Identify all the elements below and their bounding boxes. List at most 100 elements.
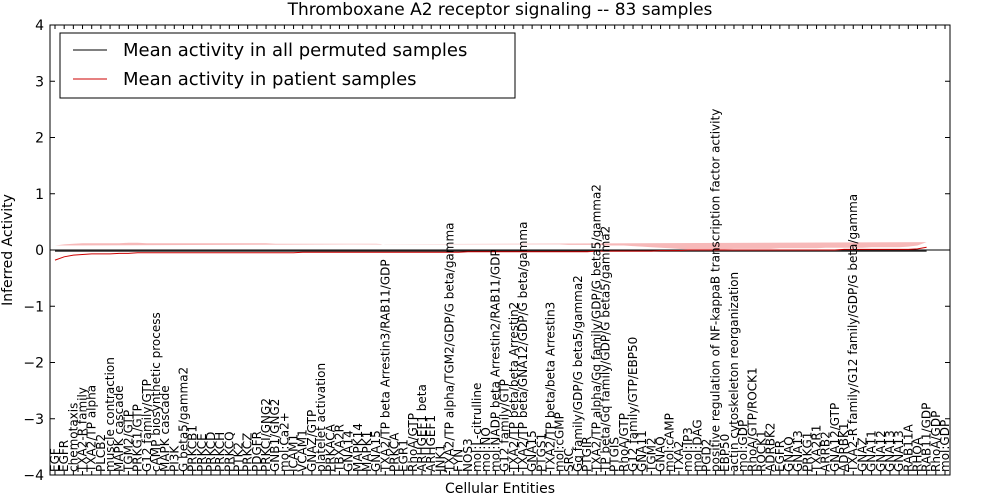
x-tick-label: GNAQ (782, 436, 796, 472)
x-tick-label: TXA2 (672, 441, 686, 473)
x-tick-label: G12 family/GTP (140, 379, 154, 472)
x-tick-label: TXA2-R family (76, 387, 90, 473)
x-tick-label: RHOA (911, 436, 925, 472)
x-tick-label: EGFR (57, 440, 71, 472)
y-tick-label: 0 (35, 243, 44, 259)
x-tick-label: PRKCH (213, 432, 227, 472)
x-tick-label: TBXA2R (332, 424, 346, 473)
x-tick-label: mol:IP3 (681, 427, 695, 472)
x-tick-label: TXA2/TP beta/GNA12/GDP/G beta/gamma (516, 222, 530, 473)
x-tick-label: G12 family/GTP (498, 379, 512, 472)
x-tick-label: GNA14 (342, 430, 356, 472)
x-tick-label: PRKCA (388, 432, 402, 472)
x-tick-label: JNK1 (433, 444, 447, 473)
x-tick-label: ARRB2 (819, 431, 833, 472)
legend: Mean activity in all permuted samples Me… (59, 32, 516, 99)
x-tick-label: PTGIS (608, 437, 622, 472)
x-tick-label: TXA2/TP alpha/TGM2/GDP/G beta/gamma (443, 222, 457, 473)
x-tick-label: PDGFR (250, 431, 264, 472)
x-tick-label: GNB1/GNG2 (268, 399, 282, 472)
x-tick-label: PRKCE (195, 433, 209, 472)
x-tick-label: GNAZ/GTP (305, 410, 319, 472)
x-tick-label: RhoA/GDP (929, 411, 943, 472)
x-tick-label: PTK2 (232, 442, 246, 472)
x-tick-label: GNAZ (855, 437, 869, 472)
x-tick-label: GNA13 (883, 430, 897, 472)
x-tick-label: actin cytoskeleton reorganization (727, 272, 741, 472)
patient-band (55, 242, 927, 250)
x-tick-label: positive regulation of NF-kappaB transcr… (709, 109, 723, 472)
x-tick-label: EGF (48, 448, 62, 472)
x-tick-label: PRKG1/GTP (131, 404, 145, 472)
x-tick-label: G12 family/GTP/EBP50 (626, 337, 640, 472)
x-tick-label: ADRBK2 (764, 422, 778, 472)
x-tick-label: cAMP biosynthetic process (149, 312, 163, 472)
x-tick-label: RAB11/GDP (920, 403, 934, 472)
x-tick-label: PI3K (167, 445, 181, 472)
x-axis-label: Cellular Entities (445, 481, 555, 497)
x-tick-label: MAPK cascade (158, 385, 172, 472)
x-tick-label: ARHGEF1 (424, 415, 438, 472)
x-tick-label: ROCK1 (755, 430, 769, 472)
y-tick-label: 1 (35, 187, 44, 203)
y-tick-label: −3 (23, 412, 44, 428)
x-tick-label: PRKACA (323, 423, 337, 472)
x-tick-label: SRC (562, 448, 576, 472)
x-tick-label: TXA2/TP alpha (85, 385, 99, 473)
x-tick-label: TP beta/Gq family/GDP/G beta5/gamma2 (599, 226, 613, 473)
x-tick-label: RhoA/GTP (406, 413, 420, 472)
x-tick-label: Gq family/GDP/G beta5/gamma2 (571, 275, 585, 472)
axes-frame (49, 24, 951, 476)
x-tick-label: mol:NO (479, 427, 493, 472)
x-tick-label: mol:GDP (938, 420, 952, 472)
x-tick-label: GNA12 (874, 430, 888, 472)
y-tick-label: 4 (35, 18, 44, 34)
x-tick-label: muscle contraction (103, 357, 117, 472)
x-tick-label: EBP50 (718, 434, 732, 472)
legend-label-permuted: Mean activity in all permuted samples (123, 40, 467, 61)
x-tick-label: TXA2/TP beta Arrestin3/RAB11/GDP (378, 259, 392, 473)
x-tick-label: mol:cAMP (663, 413, 677, 472)
x-tick-label: TXA2-R family/G12 family/GDP/G beta/gamm… (846, 194, 860, 473)
x-tick-label: mol:GDP (736, 420, 750, 472)
y-tick-label: 2 (35, 131, 44, 147)
legend-box (59, 32, 516, 99)
x-tick-label: mol:L-citrulline (470, 383, 484, 472)
x-tick-label: PRKCB1 (186, 425, 200, 472)
x-tick-label: ARHGEF1 beta (415, 384, 429, 472)
x-tick-label: GNA13 (892, 430, 906, 472)
x-tick-label: FYN (452, 449, 466, 472)
x-tick-label: TXA2/TP beta/beta Arrestin2 (507, 302, 521, 473)
x-tick-label: PRKCI/GNG2 (259, 398, 273, 472)
x-tick-label: TGM2 (644, 437, 658, 473)
x-tick-label: RAB11A (901, 423, 915, 472)
x-tick-label: PRKG1 (800, 432, 814, 472)
x-tick-label: PTGS1 (534, 433, 548, 472)
x-tick-label: PLCB2 (94, 434, 108, 472)
x-tick-label: GNA15 (369, 430, 383, 472)
y-axis-label: Inferred Activity (0, 194, 16, 306)
x-tick-label: PRKCQ (222, 431, 236, 472)
x-tick-label: VCAM1 (296, 429, 310, 472)
x-tick-label: NOS3 (461, 438, 475, 472)
x-tick-label: GNA15 (525, 430, 539, 472)
x-tick-label: ADRBK1 (837, 422, 851, 472)
x-tick-label: EGFR (773, 440, 787, 472)
x-tick-label: RhoA/GTP/ROCK1 (745, 367, 759, 472)
y-tick-label: −2 (23, 356, 44, 372)
chart-title: Thromboxane A2 receptor signaling -- 83 … (287, 0, 713, 20)
x-tick-label: RhoA/GTP (617, 413, 631, 472)
x-tick-label: MAPK cascade (112, 385, 126, 472)
x-tick-label: mol:NADP beta Arrestin2/RAB11/GDP (488, 249, 502, 472)
x-tick-label: MAPK1 (360, 431, 374, 472)
x-tick-label: ICAM1 (287, 434, 301, 472)
x-tick-label: G beta5/gamma2 (177, 367, 191, 472)
x-tick-label: PTGIR (580, 436, 594, 472)
x-tick-label: mol:cGMP (553, 412, 567, 472)
y-tick-label: −4 (23, 468, 44, 484)
y-tick-label: 3 (35, 74, 44, 90)
x-tick-label: mol:DAG (690, 419, 704, 472)
x-tick-label: TGM2/GTP (121, 410, 135, 473)
